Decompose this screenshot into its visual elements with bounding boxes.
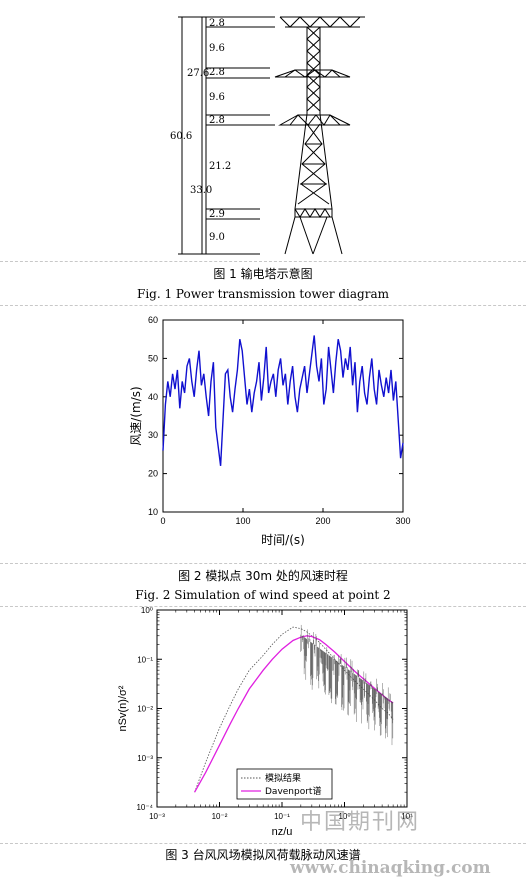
- y-axis-label: nSv(n)/σ²: [117, 685, 129, 731]
- figure1-caption-en: Fig. 1 Power transmission tower diagram: [137, 287, 389, 301]
- wind-speed-series: [162, 335, 404, 466]
- y-tick-label: 10⁰: [141, 606, 153, 615]
- y-tick-label: 10: [148, 507, 158, 517]
- divider: [0, 261, 526, 262]
- dim-upper: 27.6: [187, 68, 210, 79]
- dim-span1: 9.6: [209, 43, 225, 54]
- y-tick-label: 30: [148, 430, 158, 440]
- y-tick-label: 10⁻²: [137, 705, 153, 714]
- legend-box: [236, 768, 333, 800]
- dim-arm2: 2.8: [209, 67, 225, 78]
- x-tick-label: 10⁰: [338, 812, 350, 821]
- figure2-caption-cn: 图 2 模拟点 30m 处的风速时程: [178, 569, 348, 583]
- dim-arm3: 2.8: [209, 115, 225, 126]
- x-tick-label: 200: [315, 516, 330, 526]
- figure3-caption-cn: 图 3 台风风场模拟风荷载脉动风速谱: [165, 848, 361, 862]
- tower-diagram: [178, 16, 365, 255]
- legend-label-simulated: 模拟结果: [265, 772, 301, 784]
- y-tick-label: 10⁻³: [137, 754, 153, 763]
- dim-base: 9.0: [209, 232, 225, 243]
- figure2-caption-en: Fig. 2 Simulation of wind speed at point…: [135, 588, 391, 602]
- y-tick-label: 10⁻¹: [137, 655, 153, 664]
- divider: [0, 843, 526, 844]
- watermark-cn: 中国期刊网: [300, 810, 421, 835]
- x-tick-label: 10⁻²: [212, 812, 228, 821]
- x-tick-label: 100: [235, 516, 250, 526]
- divider: [0, 606, 526, 607]
- divider: [0, 305, 526, 306]
- wind-spectrum-chart: 10⁻³ 10⁻² 10⁻¹ 10⁰ 10¹10⁻⁴10⁻³10⁻²10⁻¹10⁰模拟结…: [117, 606, 413, 838]
- y-tick-label: 50: [148, 353, 158, 363]
- davenport-series: [194, 635, 394, 793]
- legend-label-davenport: Davenport谱: [265, 785, 321, 797]
- dim-arm1: 2.8: [209, 18, 225, 29]
- x-tick-label: 10⁻¹: [274, 812, 290, 821]
- plot-frame: [162, 319, 404, 513]
- dim-span2: 9.6: [209, 92, 225, 103]
- watermark-url: www.chinaqking.com: [290, 858, 491, 878]
- x-tick-label: 10¹: [401, 812, 413, 821]
- x-tick-label: 0: [160, 516, 165, 526]
- figure1-caption-cn: 图 1 输电塔示意图: [213, 267, 313, 281]
- y-tick-label: 10⁻⁴: [136, 803, 153, 812]
- dim-arm4: 2.9: [209, 209, 225, 220]
- x-tick-label: 10⁻³: [149, 812, 165, 821]
- dim-span3: 21.2: [209, 161, 232, 172]
- x-tick-label: 300: [395, 516, 410, 526]
- dim-total: 60.6: [170, 131, 193, 142]
- simulated-series: [194, 626, 394, 793]
- y-tick-label: 20: [148, 469, 158, 479]
- wind-speed-chart: 10 20 30 40 50 60 0 100 200 300 时间/(s) 风速/(m/s): [129, 315, 411, 547]
- x-axis-label: 时间/(s): [261, 533, 305, 547]
- y-tick-label: 60: [148, 315, 158, 325]
- divider: [0, 563, 526, 564]
- dim-lower: 33.0: [190, 185, 213, 196]
- y-axis-label: 风速/(m/s): [129, 386, 143, 445]
- x-axis-label: nz/u: [272, 826, 293, 838]
- y-tick-label: 40: [148, 392, 158, 402]
